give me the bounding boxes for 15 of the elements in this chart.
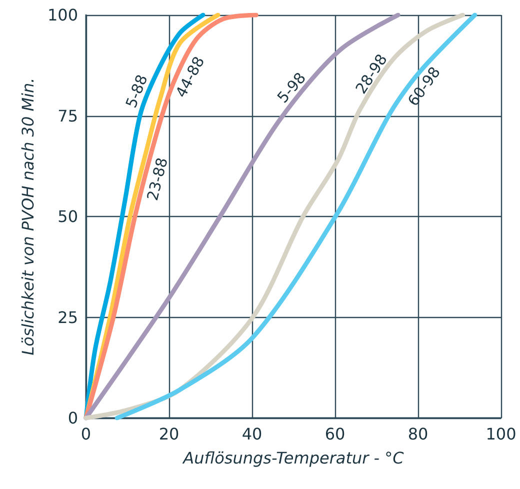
x-tick-label: 100 [486,424,516,444]
x-axis-title: Auflösungs-Temperatur - °C [182,448,405,468]
text: 5-88 [122,72,152,110]
x-tick-label: 40 [242,424,262,444]
y-tick-label: 100 [47,6,78,24]
x-tick-label: 60 [324,424,346,444]
y-tick-label: 25 [58,308,78,327]
text: 23-88 [143,156,172,202]
x-tick-label: 0 [80,424,92,444]
y-axis-title: Löslichkeit von PVOH nach 30 Min. [18,78,38,356]
x-tick-label: 20 [158,424,180,444]
x-tick-label: 80 [408,424,428,444]
y-tick-label: 50 [58,207,78,226]
y-tick-label: 75 [58,106,78,126]
y-tick-label: 0 [68,408,78,428]
